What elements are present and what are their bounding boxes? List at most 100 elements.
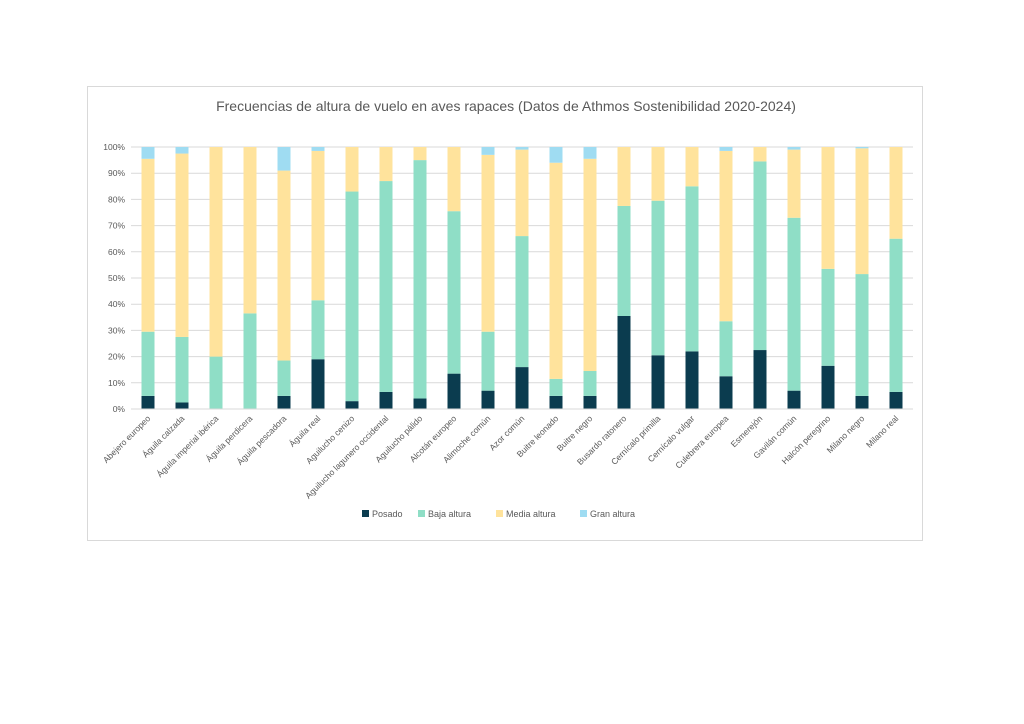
bar-segment [413, 398, 427, 409]
x-tick-label: Esmerejón [729, 413, 765, 449]
bar-segment [685, 351, 699, 409]
bar-segment [515, 236, 529, 368]
legend-item: Gran altura [580, 509, 635, 519]
bar-segment [855, 395, 869, 409]
legend-label: Posado [372, 509, 403, 519]
bar-segment [141, 331, 155, 396]
y-tick-label: 0% [113, 404, 126, 414]
bar-segment [583, 371, 597, 396]
legend-swatch [496, 510, 503, 517]
bar-segment [515, 367, 529, 409]
bar-segment [549, 378, 563, 396]
bar-segment [685, 147, 699, 187]
chart-title: Frecuencias de altura de vuelo en aves r… [216, 98, 796, 114]
bar-segment [549, 395, 563, 409]
bar-segment [855, 274, 869, 396]
bar-segment [753, 350, 767, 409]
bar-segment [719, 147, 733, 151]
legend-label: Baja altura [428, 509, 471, 519]
x-tick-label: Milano real [864, 413, 901, 450]
bar-segment [447, 211, 461, 374]
bar-segment [719, 321, 733, 377]
legend-item: Baja altura [418, 509, 471, 519]
bar-segment [141, 158, 155, 332]
bar-segment [277, 395, 291, 409]
bars [141, 147, 903, 409]
bar-segment [787, 217, 801, 391]
bar-segment [821, 268, 835, 366]
bar-segment [277, 360, 291, 396]
bar-segment [889, 391, 903, 409]
bar-segment [685, 186, 699, 352]
legend-label: Media altura [506, 509, 556, 519]
bar-segment [413, 160, 427, 399]
bar-segment [889, 147, 903, 239]
bar-segment [583, 147, 597, 159]
bar-segment [345, 191, 359, 402]
bar-segment [175, 402, 189, 409]
y-tick-label: 70% [108, 221, 125, 231]
bar-segment [821, 147, 835, 269]
y-tick-label: 90% [108, 168, 125, 178]
bar-segment [243, 313, 257, 409]
y-tick-label: 20% [108, 352, 125, 362]
legend-swatch [580, 510, 587, 517]
bar-segment [345, 147, 359, 192]
y-tick-label: 50% [108, 273, 125, 283]
bar-segment [583, 158, 597, 372]
bar-segment [447, 373, 461, 409]
bar-segment [311, 359, 325, 409]
bar-segment [141, 147, 155, 159]
bar-segment [719, 150, 733, 322]
y-tick-label: 10% [108, 378, 125, 388]
x-tick-label: Águila imperial ibérica [155, 413, 221, 479]
y-tick-label: 30% [108, 325, 125, 335]
legend-item: Media altura [496, 509, 556, 519]
legend-item: Posado [362, 509, 403, 519]
bar-segment [515, 149, 529, 237]
y-tick-label: 40% [108, 299, 125, 309]
bar-segment [855, 148, 869, 275]
bar-segment [379, 181, 393, 392]
bar-segment [821, 365, 835, 409]
y-tick-label: 60% [108, 247, 125, 257]
bar-segment [311, 147, 325, 151]
bar-segment [481, 331, 495, 391]
bar-segment [787, 390, 801, 409]
y-tick-label: 100% [103, 142, 125, 152]
bar-segment [651, 355, 665, 409]
legend-swatch [418, 510, 425, 517]
bar-segment [243, 147, 257, 314]
bar-segment [889, 238, 903, 392]
bar-segment [277, 147, 291, 171]
bar-segment [651, 200, 665, 356]
bar-segment [651, 147, 665, 201]
bar-segment [549, 147, 563, 163]
chart-svg: Frecuencias de altura de vuelo en aves r… [101, 98, 913, 519]
bar-segment [175, 147, 189, 154]
bar-segment [379, 391, 393, 409]
bar-segment [311, 300, 325, 360]
bar-segment [753, 161, 767, 351]
bar-segment [447, 147, 461, 212]
bar-segment [719, 376, 733, 409]
bar-segment [175, 336, 189, 403]
bar-segment [617, 205, 631, 316]
chart-frame: Frecuencias de altura de vuelo en aves r… [87, 86, 923, 541]
x-tick-label: Águila real [287, 413, 323, 449]
bar-segment [583, 395, 597, 409]
bar-segment [481, 154, 495, 332]
bar-segment [787, 147, 801, 150]
bar-segment [209, 147, 223, 357]
bar-segment [617, 315, 631, 409]
bar-segment [141, 395, 155, 409]
bar-segment [787, 149, 801, 218]
bar-segment [379, 147, 393, 182]
bar-segment [855, 147, 869, 149]
bar-segment [175, 153, 189, 337]
bar-segment [549, 162, 563, 379]
bar-segment [413, 147, 427, 161]
legend: Posado Baja altura Media altura Gran altura [362, 509, 635, 519]
bar-segment [311, 150, 325, 301]
